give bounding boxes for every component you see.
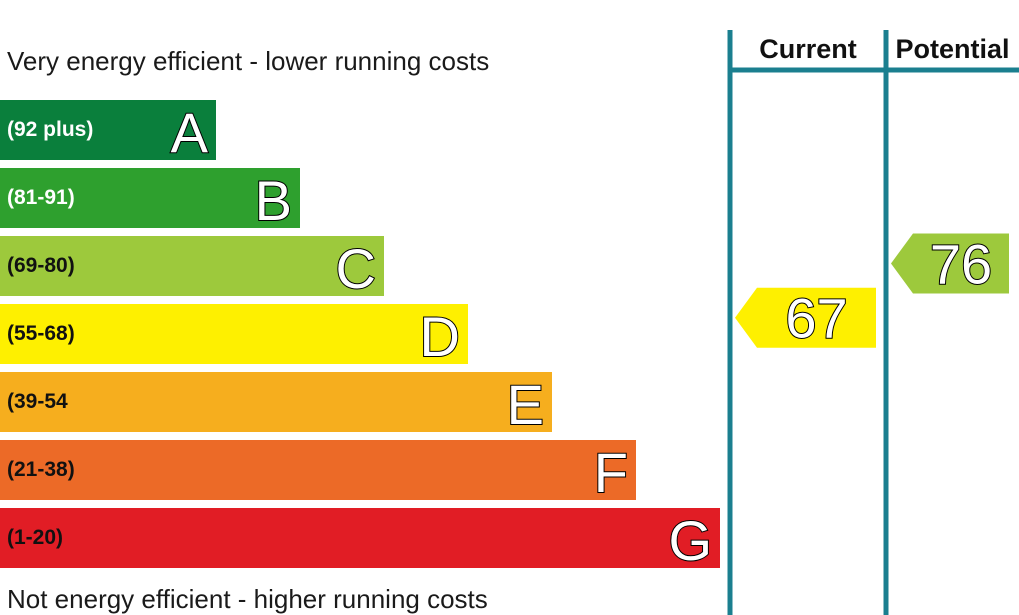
column-header-current: Current xyxy=(759,34,857,64)
band-range-g: (1-20) xyxy=(7,526,63,549)
band-range-c: (69-80) xyxy=(7,254,75,277)
rating-value-current: 67 xyxy=(785,287,847,350)
rating-arrow-current xyxy=(735,287,876,348)
rating-arrow-potential xyxy=(891,233,1009,294)
column-header-potential: Potential xyxy=(895,34,1009,64)
band-bar-f xyxy=(0,440,636,500)
band-letter-f: F xyxy=(594,441,628,504)
top-caption: Very energy efficient - lower running co… xyxy=(7,46,490,76)
band-letter-a: A xyxy=(171,101,209,164)
band-letter-d: D xyxy=(420,305,460,368)
band-range-e: (39-54 xyxy=(7,390,68,413)
band-letter-e: E xyxy=(507,373,544,436)
band-bar-a xyxy=(0,100,216,160)
band-letter-g: G xyxy=(668,509,712,572)
band-range-f: (21-38) xyxy=(7,458,75,481)
rating-value-potential: 76 xyxy=(930,232,992,295)
band-bar-d xyxy=(0,304,468,364)
band-bar-c xyxy=(0,236,384,296)
band-range-b: (81-91) xyxy=(7,186,75,209)
band-range-a: (92 plus) xyxy=(7,118,93,141)
band-range-d: (55-68) xyxy=(7,322,75,345)
band-letter-b: B xyxy=(255,169,292,232)
bottom-caption: Not energy efficient - higher running co… xyxy=(7,584,488,614)
band-bar-e xyxy=(0,372,552,432)
band-bar-b xyxy=(0,168,300,228)
band-letter-c: C xyxy=(336,237,376,300)
band-bar-g xyxy=(0,508,720,568)
